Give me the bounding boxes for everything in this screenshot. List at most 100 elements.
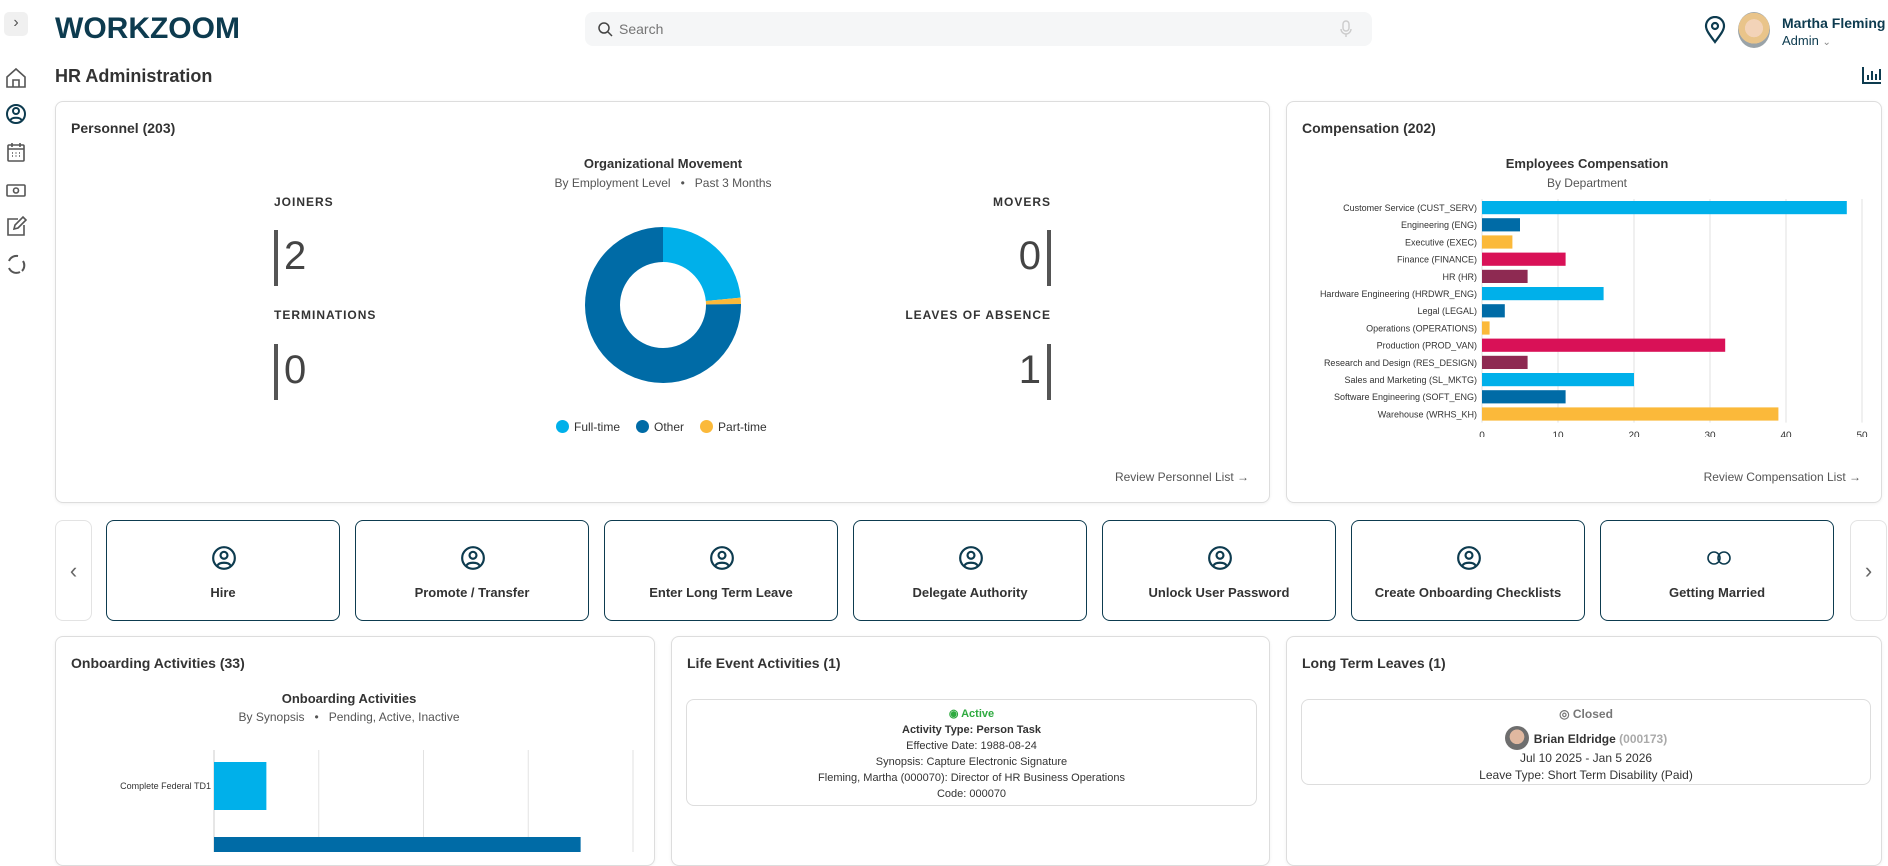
money-icon[interactable] xyxy=(4,178,28,202)
search-bar[interactable] xyxy=(585,12,1372,46)
bar[interactable] xyxy=(1482,407,1779,421)
bar[interactable] xyxy=(1482,287,1604,301)
donut-slice[interactable] xyxy=(585,227,741,383)
legend-item[interactable]: Part-time xyxy=(700,420,767,434)
category-label: Complete Federal TD1 xyxy=(120,781,211,791)
compensation-bar-chart: 0 10 20 30 40 50 Customer Service (CUST_SERV) E… xyxy=(1320,199,1868,437)
subtitle-left: By Employment Level xyxy=(554,176,671,190)
terminations-value[interactable]: 0 xyxy=(274,344,306,400)
leaves-label: LEAVES OF ABSENCE xyxy=(905,308,1051,322)
x-tick-label: 50 xyxy=(1856,431,1868,437)
microphone-icon[interactable] xyxy=(1340,20,1352,38)
review-personnel-link[interactable]: Review Personnel List → xyxy=(1114,470,1249,484)
bar[interactable] xyxy=(1482,235,1513,249)
subtitle-left: By Synopsis xyxy=(238,710,305,724)
review-compensation-link[interactable]: Review Compensation List → xyxy=(1703,470,1861,484)
action-tile[interactable]: Unlock User Password xyxy=(1102,520,1336,621)
activity-type: Activity Type: Person Task xyxy=(902,724,1041,736)
avatar[interactable] xyxy=(1738,12,1770,48)
action-tile[interactable]: Hire xyxy=(106,520,340,621)
edit-icon[interactable] xyxy=(4,215,28,239)
category-label: Finance (FINANCE) xyxy=(1397,255,1477,265)
donut-slice[interactable] xyxy=(663,227,741,301)
carousel-next-button[interactable]: › xyxy=(1850,520,1887,621)
action-tile-label: Enter Long Term Leave xyxy=(649,585,793,600)
onboarding-card: Onboarding Activities (33) Onboarding Ac… xyxy=(55,636,655,866)
bar-chart-icon[interactable] xyxy=(1862,66,1882,84)
joiners-label: JOINERS xyxy=(274,195,334,209)
x-tick-label: 0 xyxy=(1479,431,1485,437)
location-pin-icon[interactable] xyxy=(1704,16,1726,44)
life-event-item[interactable]: ◉ Active Activity Type: Person Task Effe… xyxy=(686,699,1257,806)
card-title: Personnel (203) xyxy=(71,120,176,136)
bar[interactable] xyxy=(214,837,581,852)
bar[interactable] xyxy=(214,762,267,810)
bar[interactable] xyxy=(1482,218,1520,232)
action-tile-label: Create Onboarding Checklists xyxy=(1374,585,1562,600)
workzoom-swirl-icon[interactable] xyxy=(4,252,28,276)
sidebar-expand-button[interactable]: › xyxy=(4,12,28,36)
employee-name[interactable]: Brian Eldridge xyxy=(1533,732,1616,746)
action-tile[interactable]: Delegate Authority xyxy=(853,520,1087,621)
legend-label: Part-time xyxy=(718,420,767,434)
bar[interactable] xyxy=(1482,304,1505,318)
bar[interactable] xyxy=(1482,269,1528,283)
action-tile[interactable]: Promote / Transfer xyxy=(355,520,589,621)
employee-id: (000173) xyxy=(1619,732,1668,746)
action-tile-label: Hire xyxy=(210,585,236,600)
person-circle-icon xyxy=(212,546,236,570)
rings-icon xyxy=(1707,551,1731,565)
search-input[interactable] xyxy=(619,19,1299,39)
subtitle-right: Past 3 Months xyxy=(694,176,772,190)
person-circle-icon xyxy=(1457,546,1481,570)
bar[interactable] xyxy=(1482,252,1566,266)
logo: WORKZOOM xyxy=(55,12,240,45)
action-tile[interactable]: Enter Long Term Leave xyxy=(604,520,838,621)
donut-chart xyxy=(585,227,741,383)
bar[interactable] xyxy=(1482,373,1634,387)
movers-value[interactable]: 0 xyxy=(1019,230,1051,286)
person-circle-icon xyxy=(710,546,734,570)
card-title: Long Term Leaves (1) xyxy=(1302,655,1446,671)
category-label: Legal (LEGAL) xyxy=(1417,306,1477,316)
carousel-prev-button[interactable]: ‹ xyxy=(55,520,92,621)
x-tick-label: 40 xyxy=(1780,431,1792,437)
legend-item[interactable]: Full-time xyxy=(556,420,620,434)
bar[interactable] xyxy=(1482,355,1528,369)
person-circle-icon xyxy=(1208,546,1232,570)
legend-item[interactable]: Other xyxy=(636,420,684,434)
user-role-dropdown[interactable]: Admin ⌄ xyxy=(1782,33,1831,48)
bar[interactable] xyxy=(1482,390,1566,404)
chevron-down-icon: ⌄ xyxy=(1822,37,1831,48)
category-label: Executive (EXEC) xyxy=(1405,237,1477,247)
life-event-card: Life Event Activities (1) ◉ Active Activ… xyxy=(671,636,1270,866)
person-circle-icon[interactable] xyxy=(4,102,28,126)
joiners-value[interactable]: 2 xyxy=(274,230,306,286)
bar[interactable] xyxy=(1482,321,1490,335)
donut-slice[interactable] xyxy=(705,297,741,305)
x-tick-label: 30 xyxy=(1704,431,1716,437)
action-tile[interactable]: Create Onboarding Checklists xyxy=(1351,520,1585,621)
user-name[interactable]: Martha Fleming xyxy=(1782,15,1886,31)
category-label: Sales and Marketing (SL_MKTG) xyxy=(1344,375,1477,385)
calendar-icon[interactable] xyxy=(4,140,28,164)
avatar xyxy=(1504,726,1529,750)
action-tile-label: Promote / Transfer xyxy=(414,585,530,600)
terminations-label: TERMINATIONS xyxy=(274,308,377,322)
synopsis: Synopsis: Capture Electronic Signature xyxy=(875,756,1068,768)
action-tile[interactable]: Getting Married xyxy=(1600,520,1834,621)
person-circle-icon xyxy=(461,546,485,570)
long-term-leaves-card: Long Term Leaves (1) ◎ Closed Brian Eldr… xyxy=(1286,636,1882,866)
onboarding-bar-chart: Complete Federal TD1 xyxy=(120,750,634,852)
leave-item[interactable]: ◎ Closed Brian Eldridge (000173) Jul 10 … xyxy=(1301,699,1871,785)
x-tick-label: 10 xyxy=(1552,431,1564,437)
leaves-value[interactable]: 1 xyxy=(1019,344,1051,400)
legend-swatch xyxy=(556,420,569,433)
leave-dates: Jul 10 2025 - Jan 5 2026 xyxy=(1519,751,1653,765)
legend-label: Other xyxy=(654,420,685,434)
home-icon[interactable] xyxy=(4,66,28,90)
category-label: Research and Design (RES_DESIGN) xyxy=(1324,358,1477,368)
bar[interactable] xyxy=(1482,338,1726,352)
bar[interactable] xyxy=(1482,201,1847,215)
donut-title: Organizational Movement xyxy=(583,156,743,171)
